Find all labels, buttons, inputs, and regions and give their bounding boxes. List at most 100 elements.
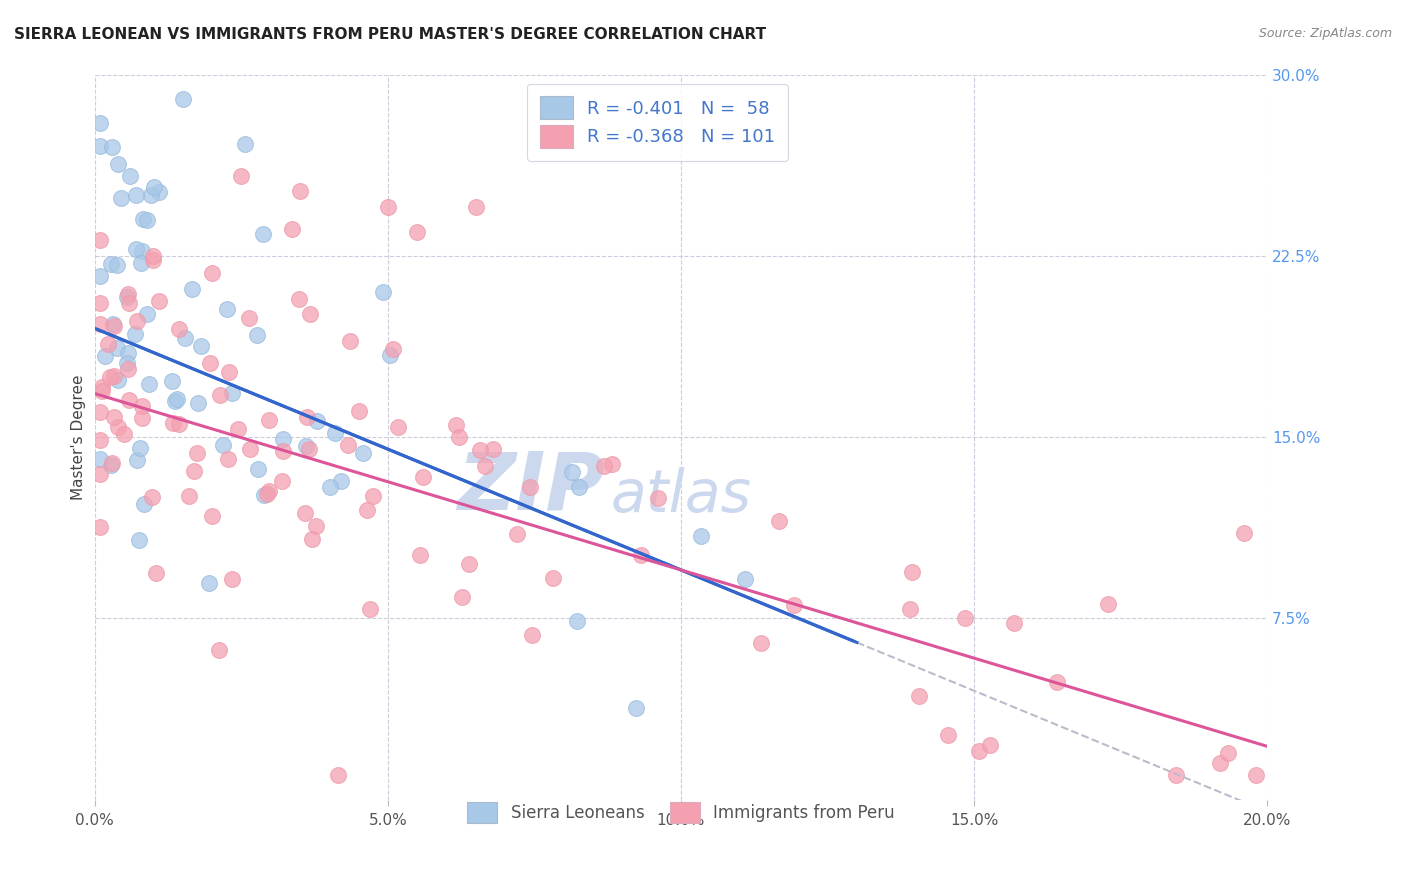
Point [280, 222, 302, 236]
Point [352, 446, 374, 460]
Point [257, 484, 280, 499]
Point [519, 480, 541, 494]
Point [208, 643, 231, 657]
Point [406, 225, 429, 239]
Point [457, 557, 479, 571]
Point [328, 768, 350, 782]
Point [305, 414, 328, 428]
Point [1233, 525, 1256, 540]
Point [252, 227, 274, 242]
Point [630, 548, 652, 562]
Point [239, 442, 262, 456]
Point [89, 519, 111, 533]
Point [187, 396, 209, 410]
Point [89, 434, 111, 448]
Point [600, 457, 623, 471]
Point [482, 442, 505, 456]
Point [117, 290, 139, 304]
Point [167, 417, 190, 432]
Point [143, 179, 166, 194]
Point [131, 256, 153, 270]
Point [1244, 768, 1267, 782]
Point [172, 92, 194, 106]
Point [124, 242, 146, 256]
Point [1164, 768, 1187, 782]
Point [295, 410, 318, 425]
Point [373, 285, 395, 299]
Point [1097, 597, 1119, 611]
Point [447, 430, 470, 444]
Point [565, 614, 588, 628]
Point [198, 575, 221, 590]
Point [221, 386, 243, 401]
Point [148, 185, 170, 199]
Point [231, 169, 253, 183]
Point [136, 212, 159, 227]
Point [117, 362, 139, 376]
Point [107, 157, 129, 171]
Point [253, 488, 276, 502]
Point [301, 533, 323, 547]
Point [1209, 756, 1232, 770]
Point [450, 590, 472, 604]
Point [101, 140, 124, 154]
Point [226, 421, 249, 435]
Point [1046, 674, 1069, 689]
Point [412, 469, 434, 483]
Point [118, 393, 141, 408]
Point [89, 296, 111, 310]
Point [749, 635, 772, 649]
Point [936, 728, 959, 742]
Point [142, 249, 165, 263]
Point [271, 432, 294, 446]
Point [162, 374, 184, 388]
Point [257, 413, 280, 427]
Point [198, 356, 221, 370]
Point [93, 349, 115, 363]
Point [271, 475, 294, 489]
Point [132, 211, 155, 226]
Point [474, 458, 496, 473]
Point [304, 519, 326, 533]
Point [124, 188, 146, 202]
Point [162, 417, 184, 431]
Point [118, 295, 141, 310]
Point [89, 405, 111, 419]
Text: SIERRA LEONEAN VS IMMIGRANTS FROM PERU MASTER'S DEGREE CORRELATION CHART: SIERRA LEONEAN VS IMMIGRANTS FROM PERU M… [14, 27, 766, 42]
Point [101, 317, 124, 331]
Point [907, 689, 929, 703]
Point [112, 426, 135, 441]
Point [734, 572, 756, 586]
Point [131, 410, 153, 425]
Point [148, 294, 170, 309]
Point [132, 498, 155, 512]
Point [468, 443, 491, 458]
Point [624, 701, 647, 715]
Point [166, 392, 188, 407]
Point [541, 571, 564, 585]
Point [89, 139, 111, 153]
Point [125, 453, 148, 467]
Point [898, 602, 921, 616]
Point [107, 420, 129, 434]
Point [186, 445, 208, 459]
Point [979, 738, 1001, 752]
Point [330, 474, 353, 488]
Point [464, 201, 486, 215]
Point [139, 188, 162, 202]
Point [444, 417, 467, 432]
Point [167, 322, 190, 336]
Point [125, 314, 148, 328]
Point [107, 373, 129, 387]
Point [221, 573, 243, 587]
Point [100, 458, 122, 472]
Point [967, 744, 990, 758]
Point [105, 341, 128, 355]
Point [174, 331, 197, 345]
Point [294, 506, 316, 520]
Point [520, 628, 543, 642]
Point [287, 292, 309, 306]
Point [117, 286, 139, 301]
Text: ZIP: ZIP [457, 449, 605, 527]
Point [201, 508, 224, 523]
